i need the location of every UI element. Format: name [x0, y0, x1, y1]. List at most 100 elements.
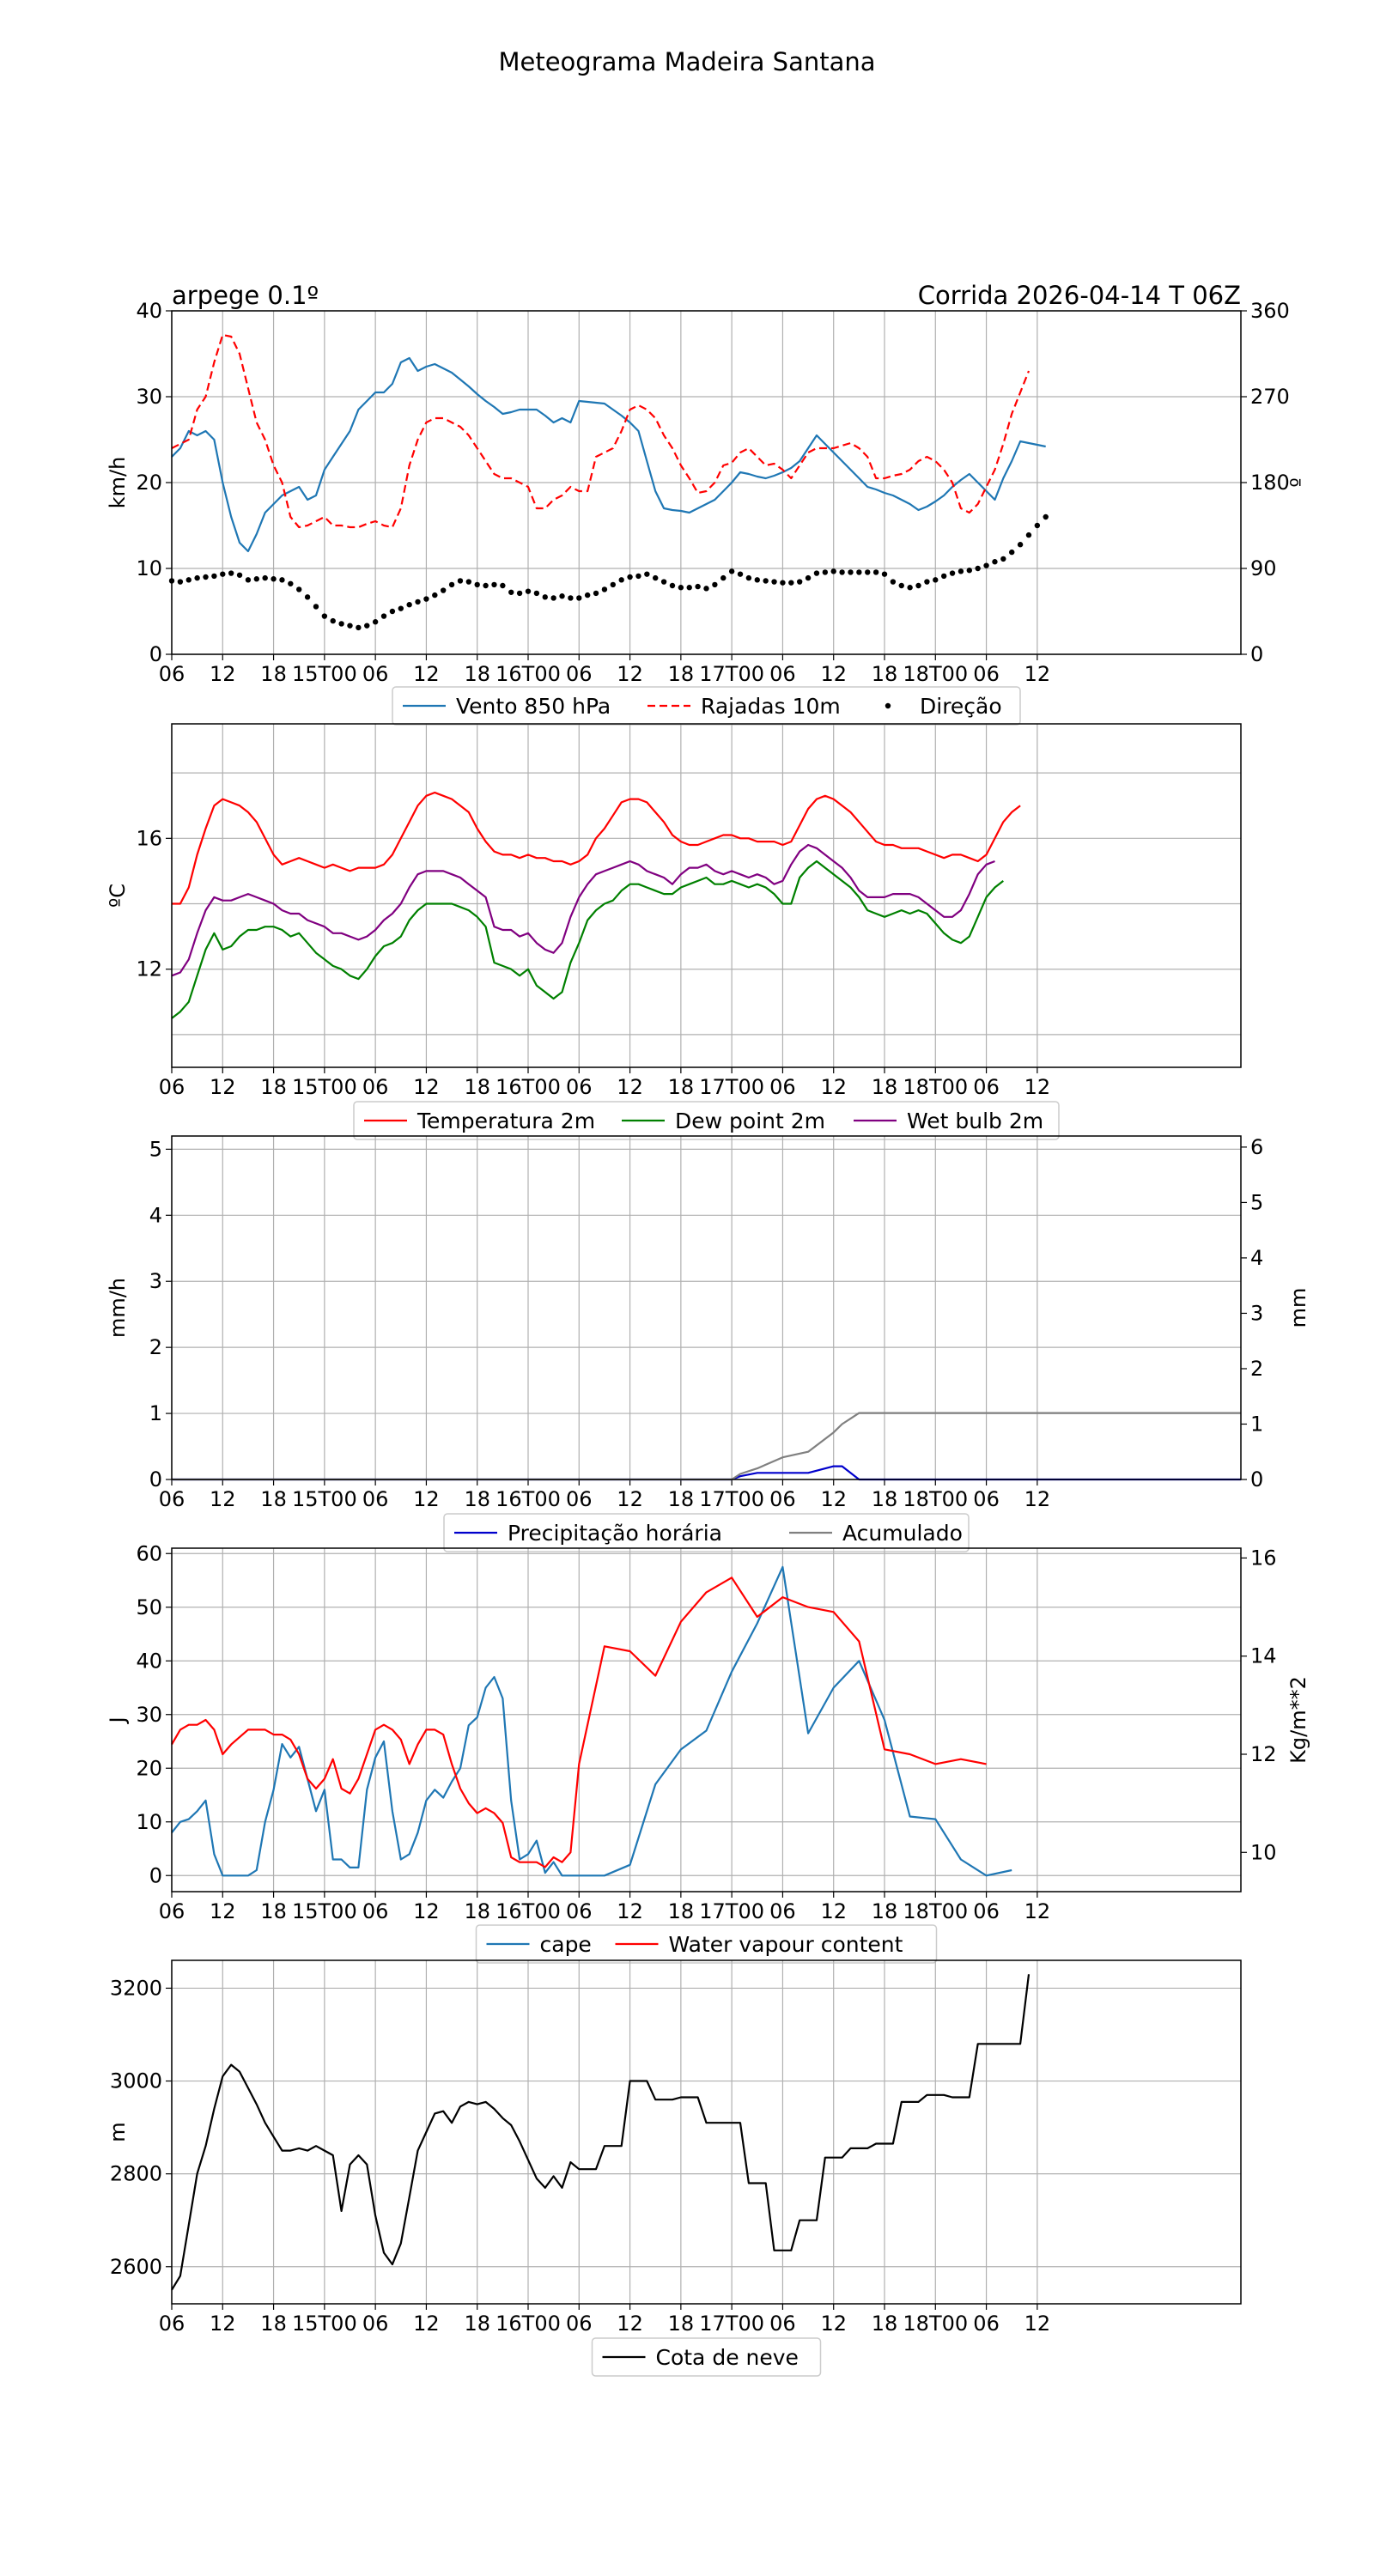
direction-point — [737, 571, 744, 577]
y2-tick-label: 12 — [1250, 1742, 1277, 1766]
direction-point — [813, 570, 820, 576]
direction-point — [924, 579, 930, 585]
x-tick-label: 17T00 — [699, 1899, 764, 1923]
x-tick-label: 06 — [159, 1899, 185, 1923]
direction-point — [1017, 542, 1024, 548]
y-tick-label: 10 — [136, 1810, 162, 1834]
x-tick-label: 18 — [668, 1899, 695, 1923]
x-tick-label: 18T00 — [903, 1075, 968, 1099]
y-axis-label: ºC — [106, 884, 130, 908]
direction-point — [933, 577, 939, 583]
x-tick-label: 18 — [464, 2312, 490, 2336]
x-tick-label: 18 — [260, 662, 287, 686]
y2-tick-label: 180 — [1250, 471, 1290, 495]
direction-point — [542, 594, 548, 600]
x-tick-label: 15T00 — [292, 2312, 357, 2336]
x-tick-label: 16T00 — [495, 662, 561, 686]
series-line — [171, 333, 1030, 529]
y2-tick-label: 360 — [1250, 299, 1290, 323]
y-tick-label: 3 — [149, 1269, 162, 1293]
direction-point — [1043, 513, 1049, 520]
y-tick-label: 0 — [149, 1863, 162, 1887]
y-tick-label: 20 — [136, 471, 162, 495]
direction-point — [788, 580, 794, 586]
x-tick-label: 06 — [566, 1075, 593, 1099]
direction-point — [830, 568, 836, 574]
x-tick-label: 06 — [769, 1075, 796, 1099]
x-tick-label: 15T00 — [292, 1899, 357, 1923]
x-tick-label: 18 — [464, 662, 490, 686]
direction-point — [1000, 556, 1006, 562]
x-tick-label: 12 — [210, 1487, 236, 1511]
direction-point — [245, 577, 252, 583]
x-tick-label: 06 — [566, 1899, 593, 1923]
direction-point — [474, 581, 480, 588]
direction-point — [347, 623, 353, 629]
direction-point — [584, 592, 591, 598]
direction-point — [533, 590, 540, 597]
y-tick-label: 40 — [136, 1649, 162, 1673]
x-tick-label: 12 — [820, 1487, 847, 1511]
precipitation-panel: 06 12 18 15T00 06 12 18 16T00 06 12 18 17T00 06 12 18 1… — [106, 1135, 1310, 1552]
figure-title: Meteograma Madeira Santana — [498, 47, 875, 76]
direction-point — [1025, 532, 1032, 538]
direction-point — [712, 581, 718, 588]
x-tick-label: 18 — [872, 2312, 898, 2336]
direction-point — [423, 596, 429, 602]
legend-label: Vento 850 hPa — [456, 694, 611, 719]
x-tick-label: 18 — [668, 2312, 695, 2336]
x-tick-label: 06 — [769, 2312, 796, 2336]
direction-point — [516, 590, 523, 597]
direction-point — [491, 581, 497, 588]
y-tick-label: 2800 — [110, 2162, 162, 2186]
x-tick-label: 16T00 — [495, 2312, 561, 2336]
direction-point — [940, 573, 947, 580]
x-tick-label: 18 — [668, 1487, 695, 1511]
x-tick-label: 12 — [617, 2312, 643, 2336]
direction-point — [508, 589, 514, 595]
direction-point — [398, 605, 404, 611]
x-tick-label: 12 — [820, 2312, 847, 2336]
y-tick-label: 60 — [136, 1541, 162, 1565]
y-axis-label: mm/h — [106, 1278, 130, 1338]
x-tick-label: 06 — [769, 662, 796, 686]
x-tick-label: 12 — [413, 2312, 440, 2336]
direction-point — [483, 582, 489, 589]
direction-point — [465, 579, 472, 585]
series-line — [171, 843, 995, 977]
direction-point — [177, 579, 184, 585]
direction-point — [695, 583, 701, 590]
x-tick-label: 18 — [464, 1487, 490, 1511]
series-line — [171, 860, 1004, 1019]
y-tick-label: 50 — [136, 1595, 162, 1619]
axes-frame — [171, 1547, 1242, 1893]
x-tick-label: 17T00 — [699, 2312, 764, 2336]
direction-point — [236, 572, 243, 578]
x-tick-label: 12 — [617, 662, 643, 686]
direction-point — [288, 580, 294, 586]
x-tick-label: 18 — [872, 662, 898, 686]
x-tick-label: 12 — [617, 1899, 643, 1923]
y-axis-label: m — [106, 2122, 130, 2142]
direction-point — [525, 588, 532, 594]
direction-point — [907, 585, 913, 591]
direction-point — [763, 578, 769, 584]
direction-point — [313, 604, 319, 610]
direction-point — [720, 574, 727, 581]
x-tick-label: 06 — [769, 1899, 796, 1923]
x-tick-label: 16T00 — [495, 1899, 561, 1923]
y-tick-label: 30 — [136, 1703, 162, 1727]
direction-point — [745, 574, 752, 581]
direction-point — [992, 559, 998, 565]
y-tick-label: 3000 — [110, 2069, 162, 2093]
direction-point — [415, 598, 421, 605]
direction-point — [220, 571, 226, 577]
direction-point — [627, 574, 633, 580]
legend-label: Cota de neve — [656, 2345, 799, 2370]
x-tick-label: 12 — [820, 1075, 847, 1099]
x-tick-label: 06 — [973, 1487, 1000, 1511]
y2-tick-label: 5 — [1250, 1190, 1263, 1214]
direction-point — [848, 569, 854, 575]
direction-point — [389, 608, 396, 615]
x-tick-label: 18T00 — [903, 662, 968, 686]
